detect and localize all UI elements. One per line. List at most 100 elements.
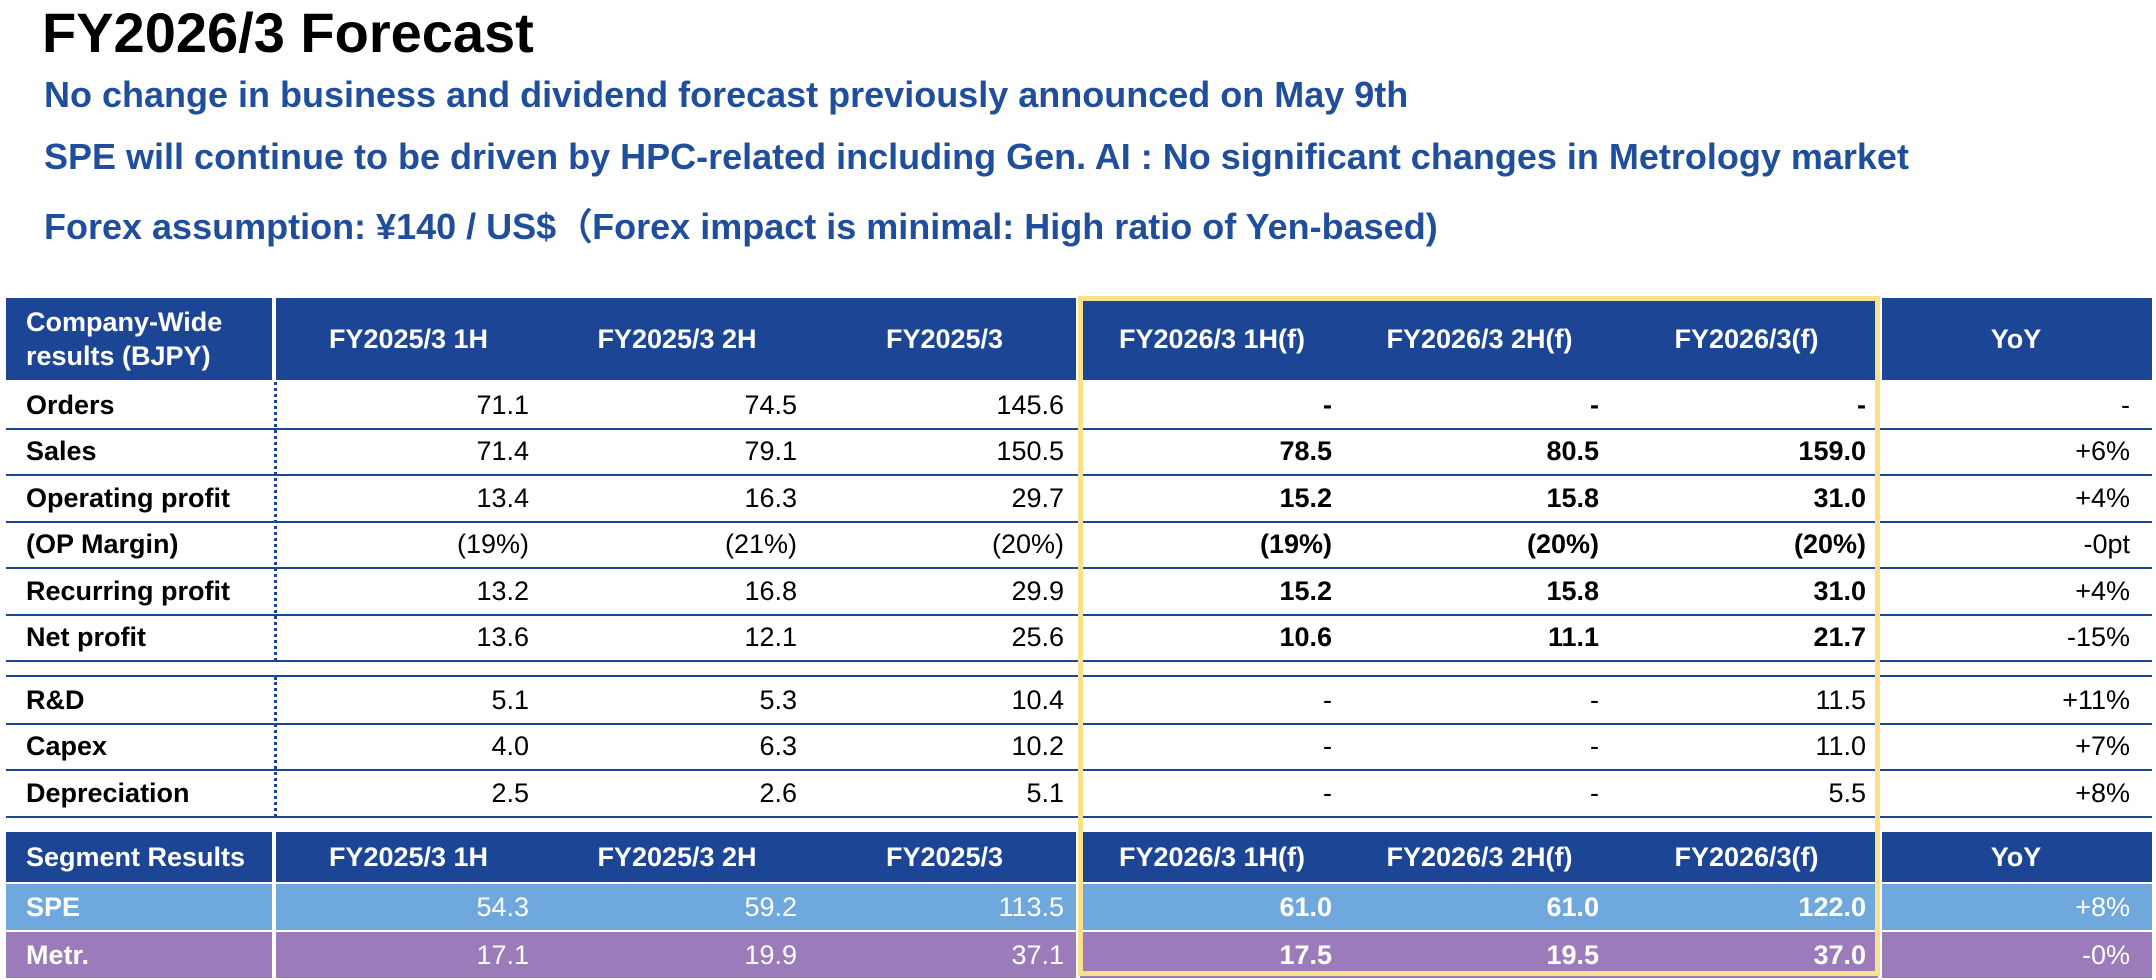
segment-row-1-col-4: 17.5 <box>1279 939 1332 970</box>
page-title: FY2026/3 Forecast <box>42 1 534 64</box>
company-row-2-col-5: 15.8 <box>1546 482 1599 513</box>
secondary-row-2-col-0: Depreciation <box>26 777 190 808</box>
company-header-col-2: FY2025/3 2H <box>543 298 811 380</box>
company-row-1-col-0: Sales <box>26 436 97 467</box>
segment-header-col-7: YoY <box>1880 832 2152 882</box>
segment-header-col-5: FY2026/3 2H(f) <box>1346 832 1613 882</box>
company-row-1-col-5: 80.5 <box>1546 436 1599 467</box>
company-header-col-3: FY2025/3 <box>811 298 1078 380</box>
secondary-label-divider <box>274 677 277 817</box>
company-row-3-col-2: (21%) <box>724 529 797 560</box>
secondary-row-0-col-0: R&D <box>26 684 85 715</box>
company-row-0-col-6: - <box>1857 389 1866 420</box>
company-row-4-col-7: +4% <box>2075 575 2130 606</box>
segment-row-0-col-5: 61.0 <box>1546 891 1599 922</box>
segment-header-col-4: FY2026/3 1H(f) <box>1078 832 1346 882</box>
company-row-2-col-2: 16.3 <box>744 482 797 513</box>
secondary-row-1-col-7: +7% <box>2075 731 2130 762</box>
company-row-0-col-0: Orders <box>26 389 115 420</box>
segment-row-0-col-3: 113.5 <box>998 891 1064 922</box>
segment-header-col-0: Segment Results <box>6 832 274 882</box>
company-row-4-col-6: 31.0 <box>1813 575 1866 606</box>
company-row-2-col-4: 15.2 <box>1279 482 1332 513</box>
company-row-1-col-7: +6% <box>2075 436 2130 467</box>
company-row-2-col-6: 31.0 <box>1813 482 1866 513</box>
secondary-row-2-col-2: 2.6 <box>759 777 797 808</box>
secondary-row-1-col-5: - <box>1590 731 1599 762</box>
company-row-5-col-7: -15% <box>2066 622 2130 653</box>
bullet-spe-outlook: SPE will continue to be driven by HPC-re… <box>44 136 1909 177</box>
secondary-row-0-col-5: - <box>1590 684 1599 715</box>
secondary-row-2-col-7: +8% <box>2075 777 2130 808</box>
company-row-2-col-3: 29.7 <box>1011 482 1064 513</box>
secondary-row-0-col-7: +11% <box>2062 684 2130 715</box>
company-row-0-col-1: 71.1 <box>476 389 529 420</box>
secondary-row-2-col-4: - <box>1323 777 1332 808</box>
header-separator-2 <box>1878 298 1882 380</box>
secondary-row-2-col-3: 5.1 <box>1026 777 1064 808</box>
company-row-4-col-3: 29.9 <box>1011 575 1064 606</box>
company-row-5-col-3: 25.6 <box>1011 622 1064 653</box>
segment-row-0-col-7: +8% <box>2075 891 2130 922</box>
segment-row-1-separator-2 <box>1878 932 1882 978</box>
company-header-col-0: Company-Wide results (BJPY) <box>6 298 274 380</box>
segment-row-0-col-6: 122.0 <box>1798 891 1866 922</box>
segment-row-1-col-7: -0% <box>2081 939 2130 970</box>
company-row-0-col-2: 74.5 <box>744 389 797 420</box>
company-row-0-col-5: - <box>1590 389 1599 420</box>
company-row-2-col-7: +4% <box>2075 482 2130 513</box>
segment-row-0-separator-1 <box>1076 884 1080 930</box>
segment-header-separator-2 <box>1878 832 1882 882</box>
segment-header-separator-0 <box>272 832 276 882</box>
company-header-col-4: FY2026/3 1H(f) <box>1078 298 1346 380</box>
segment-row-1-col-5: 19.5 <box>1546 939 1599 970</box>
company-row-2-col-1: 13.4 <box>476 482 529 513</box>
segment-header-separator-1 <box>1076 832 1080 882</box>
company-row-5-col-0: Net profit <box>26 622 146 653</box>
secondary-row-1-col-1: 4.0 <box>491 731 529 762</box>
secondary-row-1-col-3: 10.2 <box>1011 731 1064 762</box>
company-row-5-col-1: 13.6 <box>476 622 529 653</box>
company-row-3-col-0: (OP Margin) <box>26 529 179 560</box>
segment-row-1-col-3: 37.1 <box>1011 939 1064 970</box>
company-row-3-col-4: (19%) <box>1259 529 1332 560</box>
secondary-row-1-col-4: - <box>1323 731 1332 762</box>
segment-row-1-col-6: 37.0 <box>1813 939 1866 970</box>
segment-row-1-col-0: Metr. <box>26 939 90 970</box>
company-row-0-col-7: - <box>2121 389 2130 420</box>
company-row-3-col-6: (20%) <box>1793 529 1866 560</box>
header-separator-0 <box>272 298 276 380</box>
segment-row-1-col-1: 17.1 <box>476 939 529 970</box>
segment-row-0-col-1: 54.3 <box>476 891 529 922</box>
company-header-col-5: FY2026/3 2H(f) <box>1346 298 1613 380</box>
company-header-col-7: YoY <box>1880 298 2152 380</box>
company-row-2-col-0: Operating profit <box>26 482 230 513</box>
segment-row-0-col-0: SPE <box>26 891 81 922</box>
company-row-5-col-2: 12.1 <box>744 622 797 653</box>
secondary-row-0-col-3: 10.4 <box>1011 684 1064 715</box>
segment-row-1-separator-1 <box>1076 932 1080 978</box>
secondary-row-0-col-4: - <box>1323 684 1332 715</box>
segment-row-1-col-2: 19.9 <box>744 939 797 970</box>
company-row-5-col-4: 10.6 <box>1279 622 1332 653</box>
company-header-col-6: FY2026/3(f) <box>1613 298 1880 380</box>
company-row-0-col-4: - <box>1323 389 1332 420</box>
segment-header-col-2: FY2025/3 2H <box>543 832 811 882</box>
company-row-4-col-4: 15.2 <box>1279 575 1332 606</box>
secondary-row-0-col-6: 11.5 <box>1815 684 1866 715</box>
bullet-forecast-unchanged: No change in business and dividend forec… <box>44 74 1409 115</box>
company-row-4-col-0: Recurring profit <box>26 575 231 606</box>
secondary-row-2-col-1: 2.5 <box>491 777 529 808</box>
company-row-divider-5 <box>6 660 2152 662</box>
secondary-row-divider-2 <box>6 816 2152 818</box>
header-separator-1 <box>1076 298 1080 380</box>
company-row-0-col-3: 145.6 <box>996 389 1064 420</box>
segment-header-col-6: FY2026/3(f) <box>1613 832 1880 882</box>
company-row-1-col-6: 159.0 <box>1798 436 1866 467</box>
company-row-4-col-1: 13.2 <box>476 575 529 606</box>
secondary-row-2-col-6: 5.5 <box>1828 777 1866 808</box>
secondary-row-1-col-2: 6.3 <box>759 731 797 762</box>
segment-header-col-3: FY2025/3 <box>811 832 1078 882</box>
company-row-1-col-3: 150.5 <box>996 436 1064 467</box>
secondary-row-0-col-1: 5.1 <box>491 684 529 715</box>
